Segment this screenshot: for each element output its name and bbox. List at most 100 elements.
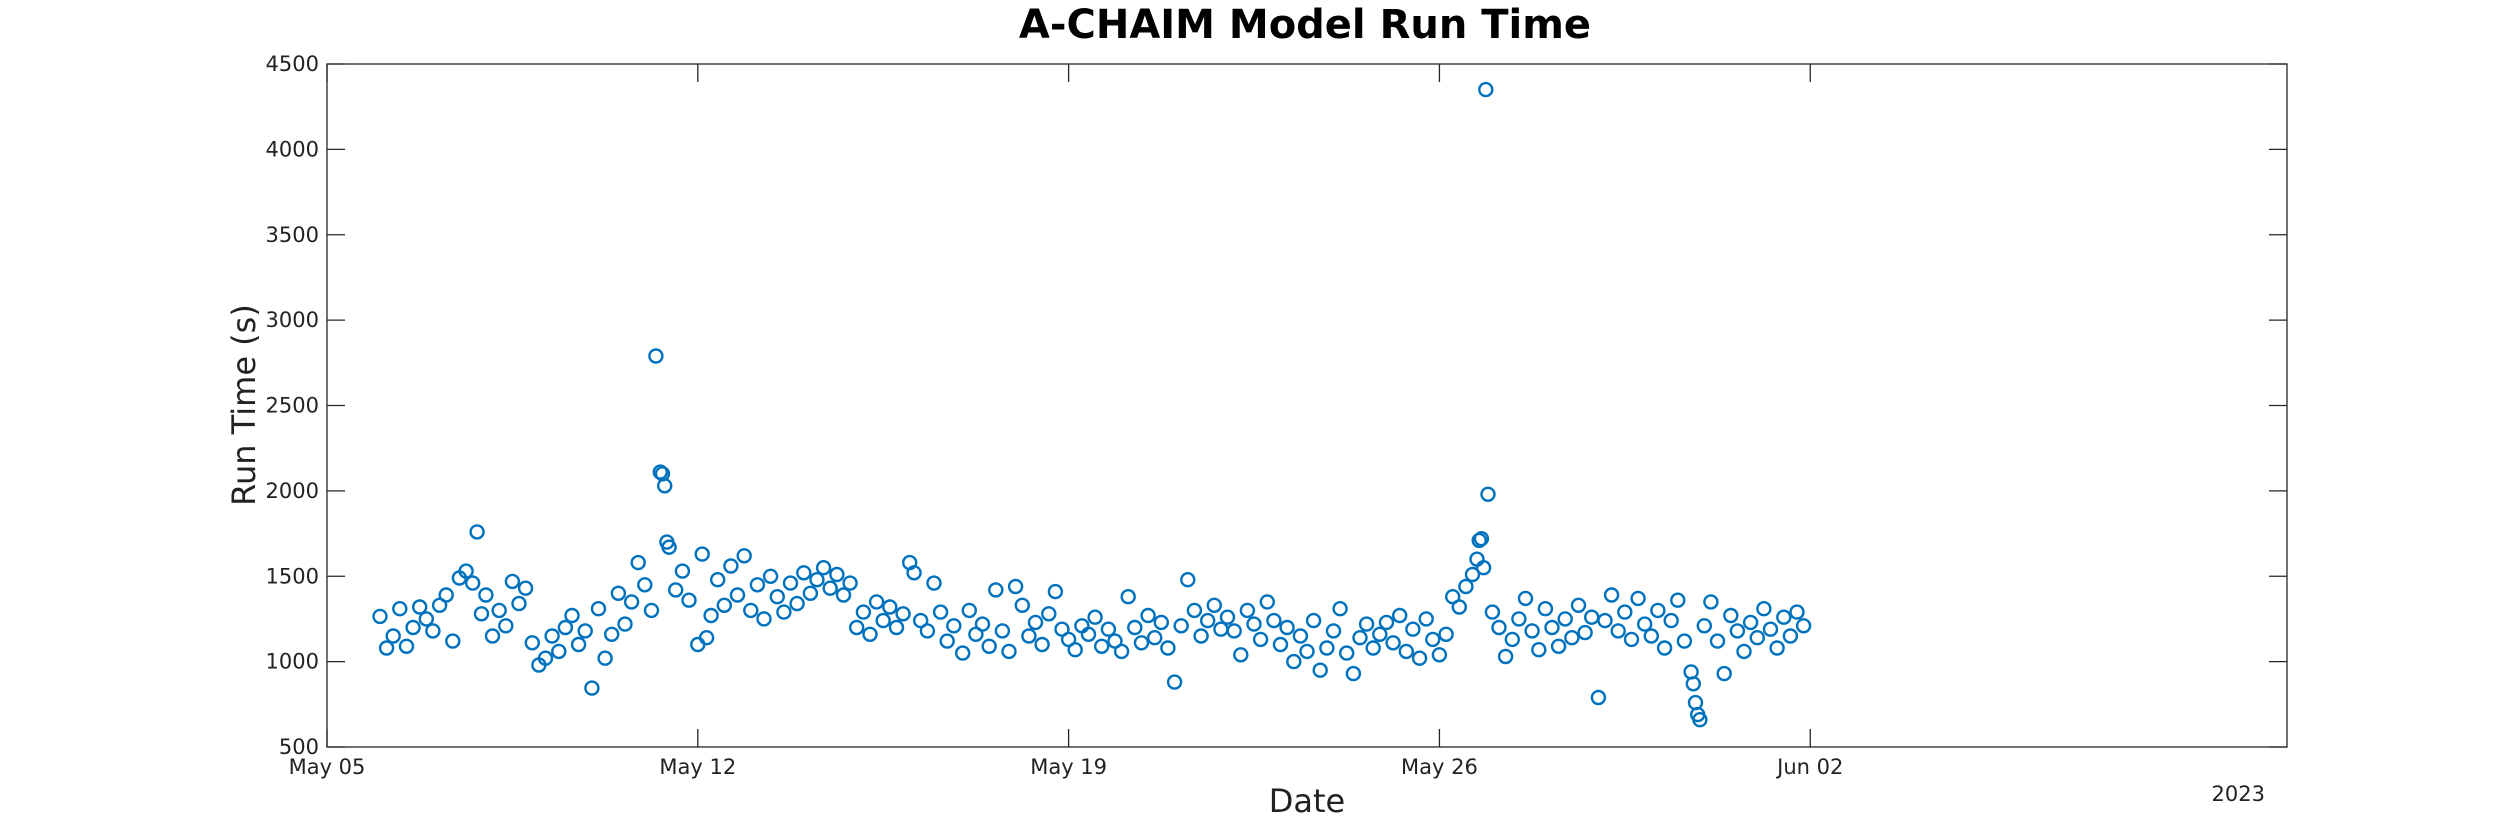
data-point — [498, 618, 514, 634]
data-point — [517, 580, 534, 596]
data-point — [1133, 635, 1150, 651]
data-point — [1233, 647, 1249, 663]
data-point — [1623, 631, 1640, 648]
data-point — [643, 602, 660, 619]
data-point — [1127, 619, 1143, 636]
data-point — [729, 587, 746, 603]
data-point — [698, 630, 715, 646]
data-point — [1338, 645, 1355, 661]
data-point — [1473, 531, 1490, 547]
data-point — [1762, 621, 1779, 637]
data-point — [1398, 643, 1415, 660]
data-point — [657, 478, 673, 494]
data-point — [623, 594, 640, 610]
data-point — [1656, 640, 1673, 656]
x-axis-year-label: 2023 — [2212, 782, 2265, 806]
x-tick-label: May 12 — [659, 755, 736, 779]
x-tick-label: May 19 — [1030, 755, 1107, 779]
data-point — [1484, 604, 1501, 620]
data-point — [1252, 631, 1269, 648]
data-point — [849, 619, 865, 636]
data-point — [1603, 587, 1620, 603]
data-point — [1352, 630, 1368, 646]
data-point — [694, 546, 710, 562]
data-point — [926, 575, 942, 591]
data-point — [919, 623, 936, 639]
y-axis-label: Run Time (s) — [225, 304, 263, 506]
data-point — [1385, 635, 1401, 651]
data-point — [604, 626, 620, 642]
data-point — [1676, 633, 1693, 649]
data-point — [875, 612, 891, 629]
data-point — [1034, 636, 1050, 653]
data-point — [1272, 636, 1289, 653]
data-point — [1736, 643, 1752, 660]
data-point — [1372, 626, 1388, 642]
data-point — [1524, 623, 1540, 639]
data-point — [1021, 628, 1037, 644]
data-point — [1067, 642, 1083, 658]
data-point — [1511, 611, 1527, 627]
data-point — [1716, 665, 1732, 682]
x-tick-label: May 05 — [289, 755, 366, 779]
data-point — [1703, 594, 1719, 610]
data-point — [743, 602, 759, 619]
data-point — [1782, 628, 1799, 644]
data-point — [648, 348, 664, 364]
data-point — [1259, 594, 1276, 610]
data-point — [1789, 604, 1805, 620]
data-point — [1239, 602, 1256, 619]
data-point — [1480, 486, 1496, 502]
data-point — [1213, 621, 1229, 637]
data-point — [590, 601, 607, 617]
data-point — [955, 645, 971, 661]
data-points — [372, 81, 1812, 728]
data-point — [1100, 621, 1117, 637]
data-point — [398, 638, 415, 654]
data-point — [610, 585, 627, 601]
data-point — [1266, 612, 1282, 629]
data-point — [703, 607, 719, 624]
data-point — [418, 611, 434, 627]
data-point — [1080, 626, 1097, 642]
data-point — [1663, 612, 1679, 629]
data-point — [1411, 650, 1428, 666]
data-point — [1756, 601, 1772, 617]
data-point — [491, 602, 507, 619]
data-point — [630, 554, 646, 571]
data-point — [1160, 640, 1176, 656]
data-point — [668, 582, 684, 598]
data-point — [888, 619, 905, 636]
data-point — [597, 650, 613, 666]
data-point — [932, 604, 949, 620]
data-point — [906, 565, 922, 581]
data-point — [868, 594, 885, 610]
data-point — [961, 602, 977, 619]
data-point — [438, 587, 454, 603]
data-point — [1292, 628, 1309, 644]
x-tick-label: May 26 — [1401, 755, 1478, 779]
data-point — [537, 650, 554, 666]
data-point — [776, 604, 792, 620]
data-point — [756, 611, 772, 627]
data-point — [425, 623, 441, 639]
data-point — [1186, 602, 1203, 619]
data-point — [504, 573, 521, 590]
data-point — [1617, 604, 1633, 620]
data-point — [762, 568, 779, 584]
data-point — [802, 585, 819, 601]
y-tick-label: 1500 — [266, 564, 319, 588]
data-point — [465, 575, 481, 591]
data-point — [981, 638, 997, 654]
data-point — [1650, 602, 1666, 619]
data-point — [473, 606, 490, 622]
data-point — [1537, 601, 1554, 617]
x-axis-label: Date — [1269, 782, 1345, 820]
data-point — [385, 628, 401, 644]
data-point — [1140, 607, 1156, 624]
data-point — [1577, 624, 1593, 641]
data-point — [1299, 643, 1315, 660]
data-point — [1345, 665, 1362, 682]
y-tick-label: 2000 — [266, 479, 319, 503]
